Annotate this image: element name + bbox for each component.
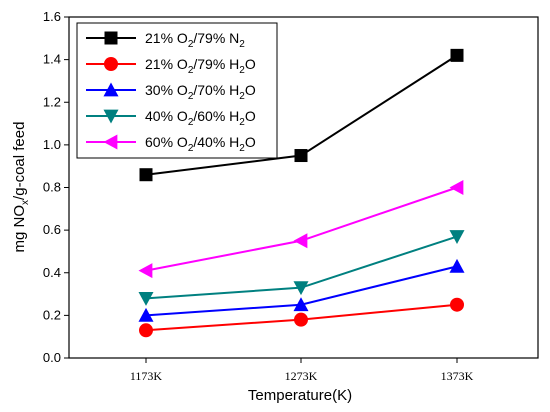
data-point	[293, 297, 309, 312]
legend-text-part: 21% O	[145, 30, 188, 46]
y-tick-label: 0.4	[43, 265, 61, 280]
series-4	[138, 230, 465, 306]
data-point	[294, 312, 308, 327]
series-2	[139, 297, 464, 338]
data-point	[450, 297, 464, 312]
legend-subscript: 2	[239, 65, 245, 76]
legend-text-part: 21% O	[145, 56, 188, 72]
legend-label: 40% O2/60% H2O	[145, 108, 256, 128]
data-point	[293, 233, 308, 249]
y-axis-title-prefix: mg NO	[11, 205, 28, 253]
x-tick-label: 1373K	[441, 369, 474, 383]
legend-text-part: /79% H	[193, 56, 239, 72]
legend-subscript: 2	[188, 39, 194, 50]
series-line	[145, 186, 458, 272]
legend-text-part: 60% O	[145, 134, 188, 150]
legend-label: 30% O2/70% H2O	[145, 82, 256, 102]
legend-marker	[104, 57, 118, 71]
series-5	[138, 180, 464, 279]
legend-subscript: 2	[188, 91, 194, 102]
legend-text-part: 40% O	[145, 108, 188, 124]
series-3	[138, 258, 465, 322]
legend-marker	[104, 31, 118, 45]
legend-item: 21% O2/79% H2O	[86, 56, 256, 76]
x-axis-title: Temperature(K)	[248, 387, 352, 404]
legend-item: 60% O2/40% H2O	[86, 134, 256, 154]
y-tick-label: 1.0	[43, 137, 61, 152]
legend-label: 21% O2/79% N2	[145, 30, 245, 50]
legend-item: 40% O2/60% H2O	[86, 108, 256, 128]
legend-marker	[103, 109, 119, 124]
data-point	[293, 281, 309, 296]
legend-subscript: 2	[188, 65, 194, 76]
data-point	[139, 168, 153, 182]
y-tick-label: 1.2	[43, 94, 61, 109]
data-point	[138, 307, 154, 322]
legend-text-part: O	[245, 56, 256, 72]
axes: 0.0 0.2 0.4 0.6 0.8 1.0 1.2 1.4 1.6 1173K 1273K 137…	[43, 9, 539, 383]
y-axis-title-suffix: /g-coal feed	[11, 122, 28, 200]
y-axis-title: mg NOx/g-coal feed	[11, 122, 31, 253]
data-point	[139, 323, 153, 338]
data-point	[450, 48, 464, 62]
y-tick-label: 0.0	[43, 350, 61, 365]
legend-item: 30% O2/70% H2O	[86, 82, 256, 102]
legend-subscript: 2	[188, 143, 194, 154]
legend-subscript: 2	[188, 117, 194, 128]
y-axis-title-subscript: x	[20, 200, 31, 205]
data-point	[138, 291, 154, 306]
legend-text-part: /40% H	[193, 134, 239, 150]
y-tick-label: 1.6	[43, 9, 61, 24]
legend-item: 21% O2/79% N2	[86, 30, 245, 50]
legend-subscript: 2	[239, 39, 245, 50]
data-point	[138, 263, 153, 279]
y-tick-label: 0.8	[43, 180, 61, 195]
legend-text-part: /70% H	[193, 82, 239, 98]
legend-text-part: O	[245, 108, 256, 124]
series-1	[139, 48, 464, 182]
x-tick-label: 1273K	[285, 369, 318, 383]
legend-marker	[103, 134, 118, 150]
legend-subscript: 2	[239, 143, 245, 154]
legend-text-part: /60% H	[193, 108, 239, 124]
data-point	[449, 230, 465, 245]
y-tick-label: 0.2	[43, 307, 61, 322]
y-tick-label: 0.6	[43, 222, 61, 237]
data-point	[449, 258, 465, 273]
legend-label: 60% O2/40% H2O	[145, 134, 256, 154]
legend-label: 21% O2/79% H2O	[145, 56, 256, 76]
legend-subscript: 2	[239, 91, 245, 102]
y-tick-label: 1.4	[43, 52, 61, 67]
data-point	[449, 180, 464, 195]
legend-marker	[103, 82, 119, 97]
legend-subscript: 2	[239, 117, 245, 128]
legend-text-part: O	[245, 82, 256, 98]
x-tick-label: 1173K	[130, 369, 163, 383]
legend-text-part: /79% N	[193, 30, 239, 46]
legend-text-part: O	[245, 134, 256, 150]
plot-area	[138, 48, 465, 338]
data-point	[294, 149, 308, 163]
legend-text-part: 30% O	[145, 82, 188, 98]
